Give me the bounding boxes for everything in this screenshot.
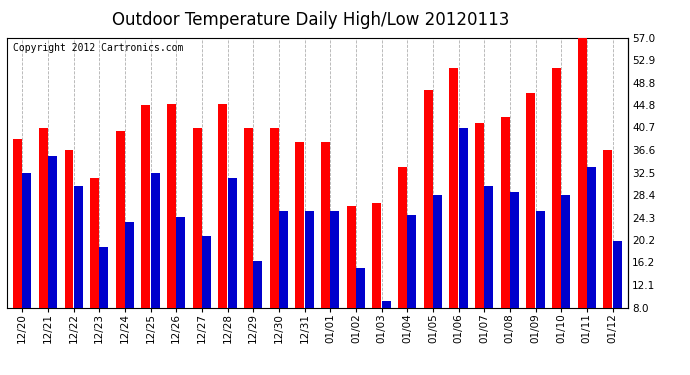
Bar xyxy=(578,38,586,352)
Bar xyxy=(13,140,22,352)
Bar xyxy=(202,236,211,352)
Bar xyxy=(382,301,391,352)
Bar xyxy=(279,211,288,352)
Bar xyxy=(48,156,57,352)
Bar xyxy=(347,206,356,352)
Bar xyxy=(510,192,519,352)
Bar xyxy=(74,186,83,352)
Bar xyxy=(219,104,228,352)
Bar xyxy=(433,195,442,352)
Bar xyxy=(270,128,279,352)
Bar xyxy=(99,247,108,352)
Bar xyxy=(561,195,571,352)
Bar xyxy=(22,172,32,352)
Text: Outdoor Temperature Daily High/Low 20120113: Outdoor Temperature Daily High/Low 20120… xyxy=(112,11,509,29)
Bar xyxy=(295,142,304,352)
Bar xyxy=(321,142,330,352)
Bar xyxy=(535,211,544,352)
Bar xyxy=(39,128,48,352)
Bar xyxy=(552,68,561,352)
Bar xyxy=(407,215,416,352)
Bar xyxy=(150,172,159,352)
Bar xyxy=(305,211,314,352)
Bar xyxy=(90,178,99,352)
Bar xyxy=(484,186,493,352)
Bar xyxy=(475,123,484,352)
Text: Copyright 2012 Cartronics.com: Copyright 2012 Cartronics.com xyxy=(13,43,184,53)
Bar xyxy=(373,203,382,352)
Bar xyxy=(603,150,613,352)
Bar xyxy=(64,150,74,352)
Bar xyxy=(356,268,365,352)
Bar xyxy=(141,105,150,352)
Bar xyxy=(424,90,433,352)
Bar xyxy=(501,117,510,352)
Bar xyxy=(398,167,407,352)
Bar xyxy=(331,211,339,352)
Bar xyxy=(125,222,134,352)
Bar xyxy=(449,68,458,352)
Bar xyxy=(613,242,622,352)
Bar xyxy=(587,167,596,352)
Bar xyxy=(526,93,535,352)
Bar xyxy=(177,217,186,352)
Bar xyxy=(244,128,253,352)
Bar xyxy=(459,128,468,352)
Bar xyxy=(116,131,125,352)
Bar xyxy=(167,104,176,352)
Bar xyxy=(228,178,237,352)
Bar xyxy=(253,261,262,352)
Bar xyxy=(193,128,201,352)
